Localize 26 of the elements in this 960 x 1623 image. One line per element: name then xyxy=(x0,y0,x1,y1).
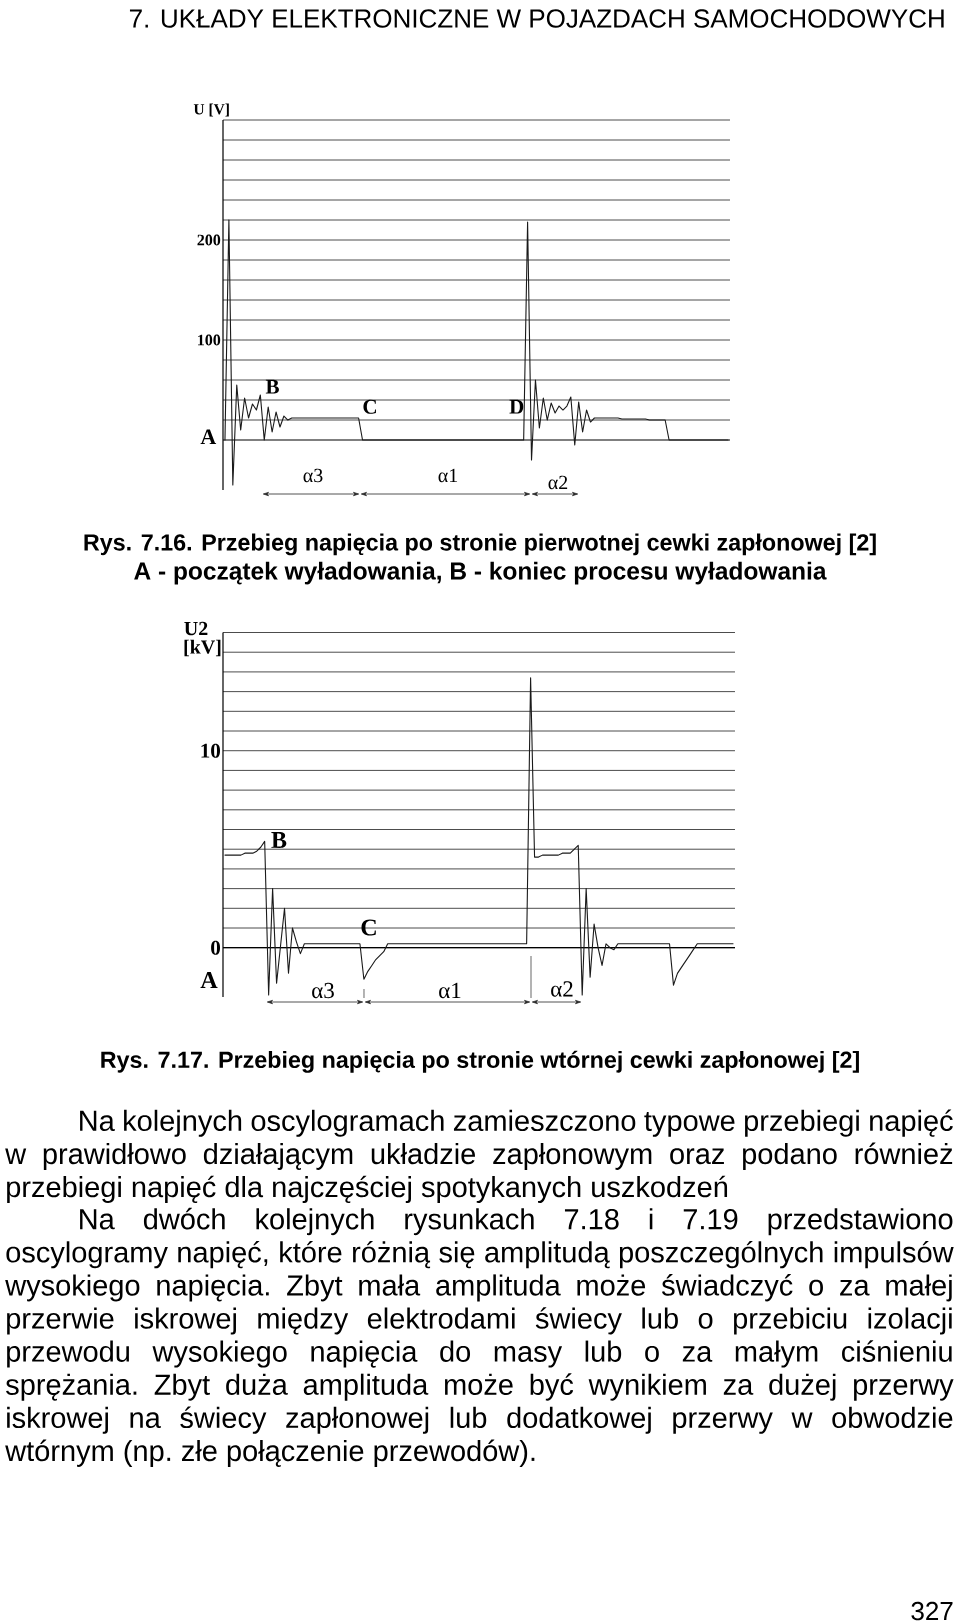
y-tick-label: 100 xyxy=(198,334,221,346)
annotation: α3 xyxy=(303,468,323,483)
annotation: α2 xyxy=(548,475,568,490)
annotation: D xyxy=(509,399,524,414)
text: Rys. 7.17. Przebieg napięcia po stronie wtórnej cewki zapłonowej [2] xyxy=(101,1050,859,1073)
y-tick-label: 10 xyxy=(201,743,221,758)
annotation: B xyxy=(271,832,287,848)
y-axis-title: U [V] xyxy=(193,103,229,117)
y-axis-title: U2 [kV] xyxy=(184,621,221,657)
text: A xyxy=(200,429,217,444)
annotation: α1 xyxy=(438,468,458,483)
text: Na dwóch kolejnych rysunkach 7.18 i 7.19 przedstawiono oscylogramy napięć, które różnią się amplitudą poszczególnych impulsów wysokiego napięcia. Zbyt mała amplituda może świadczyć o za małej przerwie iskrowej między elektrodami świecy lub o przebiciu izolacji przewodu wysokiego napięcia do masy lub o za małym ciśnieniu sprężania. Zbyt duża amplituda może być wynikiem za dużej przerwy iskrowej na świecy zapłonowej lub dodatkowej przerwy w obwodzie wtórnym (np. złe połączenie przewodów). xyxy=(5,1207,954,1467)
annotation: α1 xyxy=(439,982,461,999)
annotation: C xyxy=(361,919,376,936)
annotation: α2 xyxy=(551,981,573,997)
text: Na kolejnych oscylogramach zamieszczono typowe przebiegi napięć w prawidłowo działającym układzie zapłonowym oraz podano również przebiegi napięć dla najczęściej spotykanych uszkodzeń xyxy=(5,1109,953,1204)
text: 327 xyxy=(911,1601,953,1621)
annotation: B xyxy=(265,379,279,394)
annotation: C xyxy=(363,399,376,414)
text: A xyxy=(200,972,218,988)
text: A - początek wyładowania, B - koniec procesu wyładowania xyxy=(134,561,827,585)
text: 7. UKŁADY ELEKTRONICZNE W POJAZDACH SAMOCHODOWYCH xyxy=(129,9,944,28)
y-tick-label: 0 xyxy=(211,940,221,955)
y-tick-label: 200 xyxy=(197,234,221,246)
text: Rys. 7.16. Przebieg napięcia po stronie pierwotnej cewki zapłonowej [2] xyxy=(84,533,876,556)
annotation: α3 xyxy=(312,982,334,999)
